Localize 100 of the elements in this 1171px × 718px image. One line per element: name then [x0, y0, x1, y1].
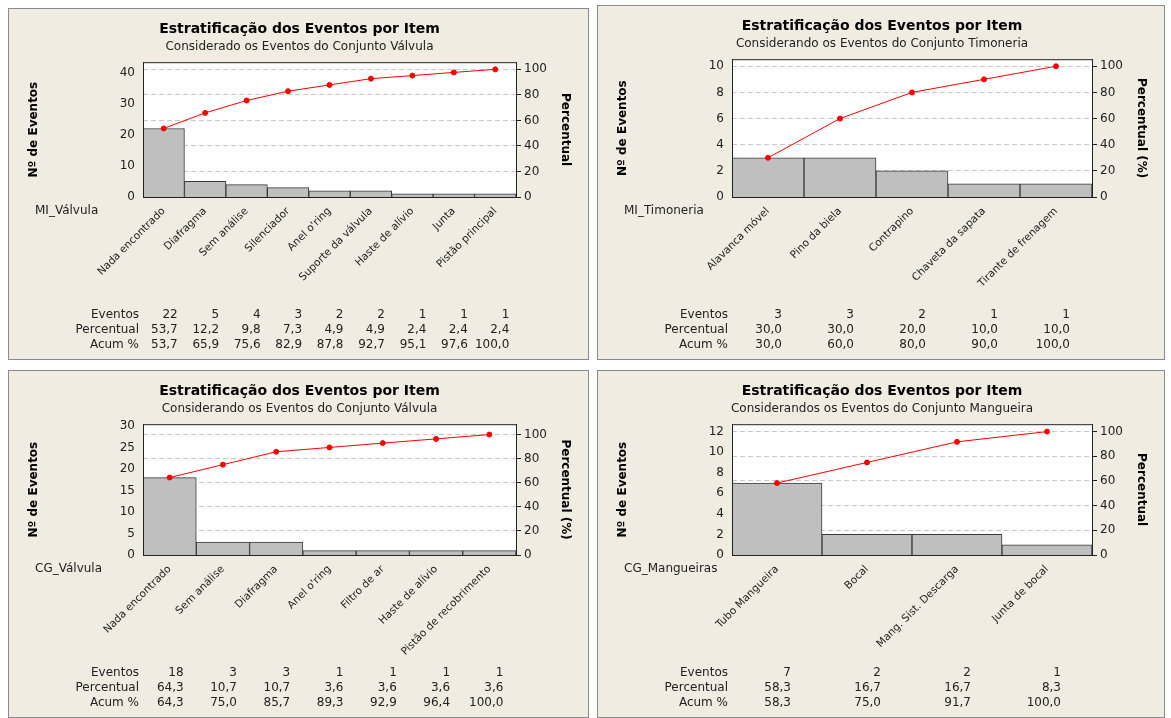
- y2-tick-label: 0: [1100, 547, 1108, 562]
- text: 9,8: [241, 322, 261, 337]
- y-axis-title: Nº de Eventos: [615, 441, 630, 538]
- text: 30,0: [827, 322, 854, 337]
- data-label: 1: [1053, 665, 1061, 680]
- chart-subtitle: Considerando os Eventos do Conjunto Timoneria: [735, 36, 1029, 51]
- text: 3,6: [484, 680, 504, 695]
- data-label: 92,7: [358, 337, 385, 352]
- text: Eventos: [680, 307, 728, 322]
- data-label: 95,1: [399, 337, 427, 352]
- y2-tick-label: 60: [1100, 473, 1116, 488]
- y2-tick-label: 40: [524, 498, 540, 513]
- text: 12,2: [192, 322, 220, 337]
- text: 4,9: [324, 322, 344, 337]
- data-label: 75,6: [233, 337, 261, 352]
- data-label: 1: [1062, 307, 1070, 322]
- y-tick-label: 5: [127, 525, 135, 540]
- y2-tick-label: 40: [1100, 497, 1116, 512]
- y-tick-label: 6: [716, 110, 724, 125]
- data-label: 53,7: [151, 337, 178, 352]
- text: 10,0: [971, 322, 998, 337]
- data-label: 1: [389, 665, 397, 680]
- text: 2,4: [490, 322, 510, 337]
- text: Acum %: [678, 337, 728, 352]
- data-label: 75,0: [210, 695, 237, 710]
- data-label: 1: [495, 665, 504, 680]
- text: 10,7: [210, 680, 237, 695]
- y-tick-label: 10: [708, 444, 724, 459]
- text: 7,3: [282, 322, 303, 337]
- data-label: 7: [783, 665, 791, 680]
- y2-tick-label: 100: [524, 426, 547, 441]
- data-label: 4: [252, 307, 261, 322]
- y2-tick-label: 60: [524, 112, 540, 127]
- data-label: 3: [294, 307, 303, 322]
- text: MI_Timoneria: [624, 203, 704, 218]
- chart-subtitle: Considerando os Eventos do Conjunto Válvula: [161, 401, 438, 416]
- data-label: 100,0: [469, 695, 504, 710]
- data-label: 3: [846, 307, 854, 322]
- data-label: 2: [963, 665, 971, 680]
- y-tick-label: 2: [716, 526, 724, 541]
- y2-tick-label: 0: [524, 547, 532, 562]
- y2-tick-label: 20: [524, 523, 540, 538]
- data-label: 90,0: [971, 337, 998, 352]
- y2-axis-title: Percentual: [558, 93, 573, 167]
- text: 64,3: [156, 680, 184, 695]
- text: Eventos: [680, 665, 728, 680]
- y-tick-label: 2: [716, 162, 724, 177]
- text: Percentual: [75, 680, 139, 695]
- y-axis-title: Nº de Eventos: [26, 441, 41, 538]
- y-tick-label: 20: [119, 126, 135, 141]
- y-tick-label: 8: [716, 464, 724, 479]
- y-tick-label: 25: [119, 439, 135, 454]
- text: Acum %: [678, 695, 728, 710]
- data-label: 75,0: [854, 695, 881, 710]
- chart-subtitle: Considerandos os Eventos do Conjunto Mangueira: [730, 401, 1034, 416]
- data-label: 1: [990, 307, 998, 322]
- y2-tick-label: 80: [524, 87, 540, 101]
- data-label: 1: [335, 665, 344, 680]
- chart-title: Estratificação dos Eventos por Item: [159, 382, 440, 399]
- data-label: 1: [418, 307, 427, 322]
- y-axis-title: Nº de Eventos: [615, 80, 630, 176]
- y-tick-label: 20: [119, 461, 135, 476]
- data-label: 97,6: [441, 337, 468, 352]
- text: CG_Válvula: [35, 561, 103, 576]
- text: Eventos: [91, 307, 139, 322]
- y2-tick-label: 20: [1100, 162, 1116, 177]
- y2-tick-label: 100: [524, 61, 547, 76]
- y2-tick-label: 100: [1100, 423, 1123, 438]
- text: 3,6: [430, 680, 451, 695]
- text: 2,4: [407, 322, 427, 337]
- data-label: 2: [335, 307, 344, 322]
- y-tick-label: 10: [119, 157, 135, 172]
- y2-tick-label: 80: [524, 450, 540, 465]
- data-label: 91,7: [944, 695, 971, 710]
- data-label: 60,0: [827, 337, 854, 352]
- y-tick-label: 6: [716, 485, 724, 500]
- data-label: 1: [442, 665, 451, 680]
- y2-tick-label: 60: [524, 474, 540, 489]
- y-tick-label: 10: [119, 504, 135, 519]
- y-tick-label: 0: [716, 189, 724, 204]
- text: Acum %: [89, 695, 139, 710]
- data-label: 92,9: [370, 695, 397, 710]
- y2-tick-label: 0: [1100, 189, 1108, 204]
- y-tick-label: 12: [708, 423, 724, 438]
- y-tick-label: 30: [119, 95, 135, 110]
- text: 2,4: [448, 322, 468, 337]
- data-label: 87,8: [316, 337, 344, 352]
- data-label: 58,3: [764, 695, 791, 710]
- text: CG_Mangueiras: [624, 561, 718, 576]
- y-tick-label: 8: [716, 84, 724, 99]
- data-label: 89,3: [316, 695, 344, 710]
- data-label: 3: [229, 665, 237, 680]
- data-label: 100,0: [1026, 695, 1061, 710]
- y-axis-title: Nº de Eventos: [26, 81, 41, 178]
- y-tick-label: 4: [716, 505, 724, 520]
- y-tick-label: 15: [119, 482, 135, 497]
- text: Acum %: [89, 337, 139, 352]
- data-label: 3: [774, 307, 782, 322]
- text: 3,6: [377, 680, 397, 695]
- y-tick-label: 0: [127, 189, 135, 204]
